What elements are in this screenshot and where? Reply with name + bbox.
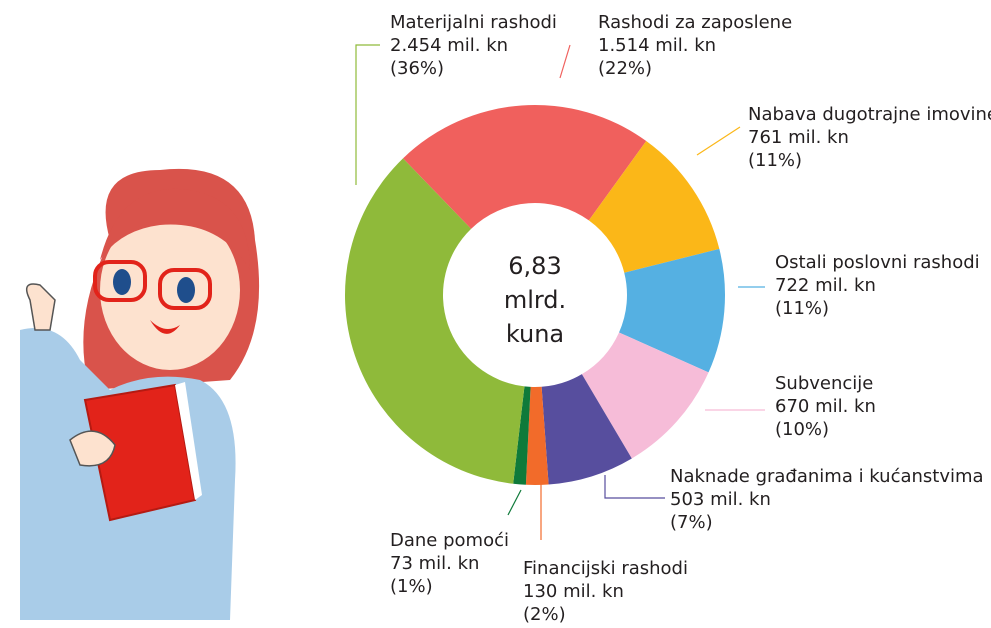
category-label: Dane pomoći xyxy=(390,530,509,551)
chart: 6,83 mlrd. kuna Rashodi za zaposlene1.514 … xyxy=(0,0,991,624)
value-label: 130 mil. kn xyxy=(523,581,624,602)
value-label: 670 mil. kn xyxy=(775,396,876,417)
value-label: 761 mil. kn xyxy=(748,127,849,148)
percent-label: (7%) xyxy=(670,512,713,533)
percent-label: (11%) xyxy=(748,150,802,171)
category-label: Nabava dugotrajne imovine xyxy=(748,104,991,125)
value-label: 722 mil. kn xyxy=(775,275,876,296)
leader-line xyxy=(697,127,740,155)
category-label: Financijski rashodi xyxy=(523,558,688,579)
value-label: 1.514 mil. kn xyxy=(598,35,716,56)
center-text: 6,83 xyxy=(508,252,561,280)
category-label: Rashodi za zaposlene xyxy=(598,12,792,33)
percent-label: (2%) xyxy=(523,604,566,624)
leader-line xyxy=(605,475,665,498)
center-label: 6,83 mlrd. kuna xyxy=(504,252,566,348)
value-label: 73 mil. kn xyxy=(390,553,479,574)
value-label: 2.454 mil. kn xyxy=(390,35,508,56)
percent-label: (11%) xyxy=(775,298,829,319)
illustration xyxy=(20,169,259,620)
percent-label: (36%) xyxy=(390,58,444,79)
leader-line xyxy=(356,45,380,185)
leader-line xyxy=(560,45,570,78)
value-label: 503 mil. kn xyxy=(670,489,771,510)
percent-label: (10%) xyxy=(775,419,829,440)
category-label: Subvencije xyxy=(775,373,873,394)
leader-line xyxy=(508,490,521,515)
center-text: mlrd. xyxy=(504,286,566,314)
percent-label: (1%) xyxy=(390,576,433,597)
center-text: kuna xyxy=(506,320,564,348)
percent-label: (22%) xyxy=(598,58,652,79)
category-label: Ostali poslovni rashodi xyxy=(775,252,980,273)
category-label: Materijalni rashodi xyxy=(390,12,557,33)
category-label: Naknade građanima i kućanstvima xyxy=(670,466,984,487)
